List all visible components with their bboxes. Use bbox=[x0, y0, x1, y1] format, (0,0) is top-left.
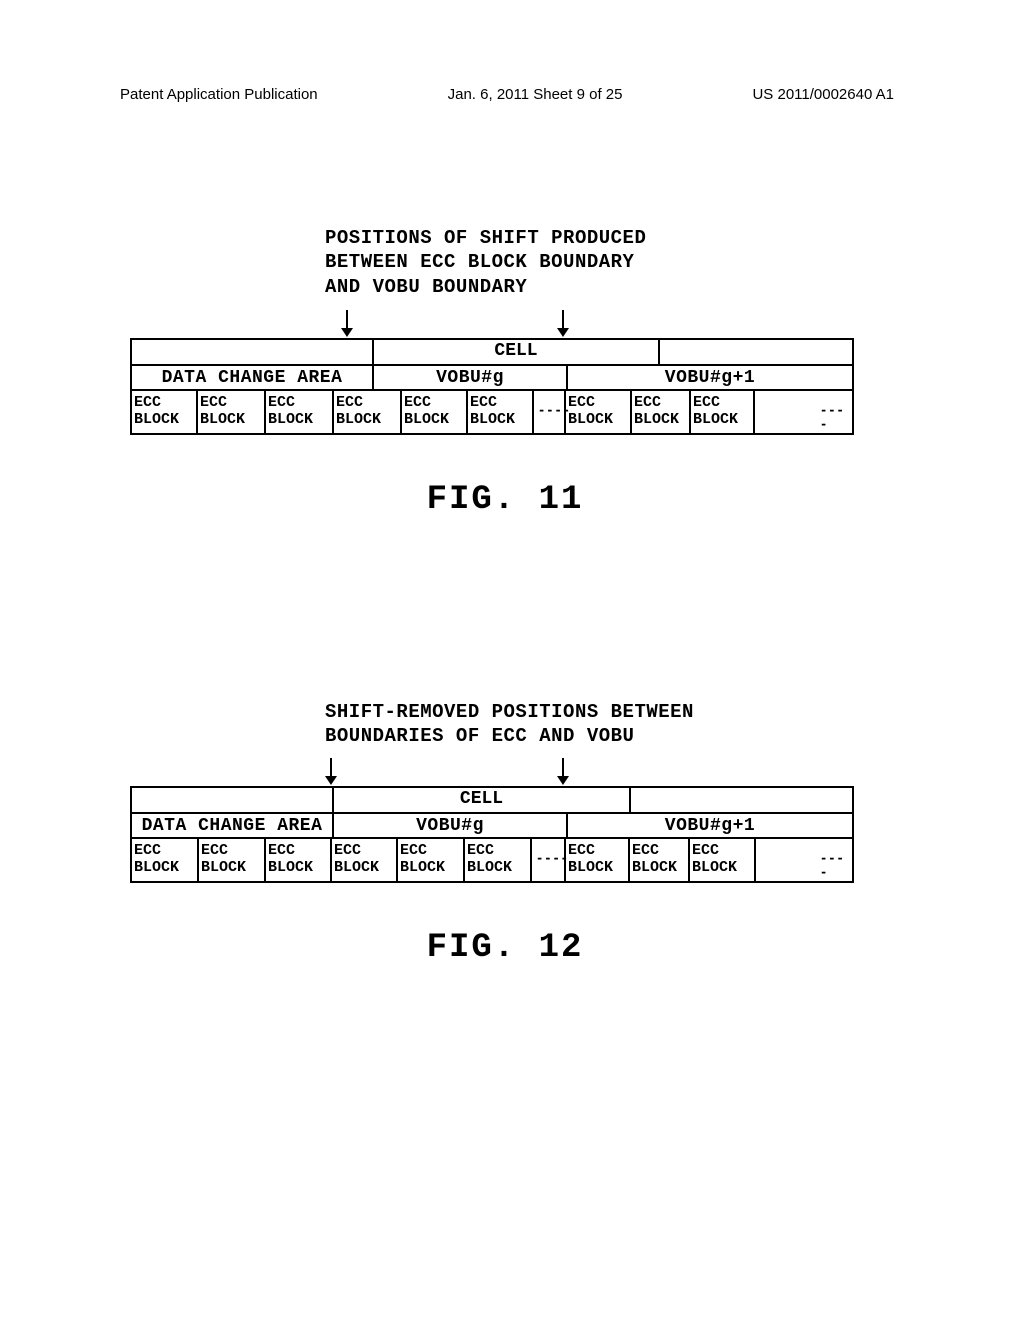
ecc-block: ECCBLOCK bbox=[632, 391, 691, 433]
arrow-icon bbox=[562, 758, 564, 778]
seg-vobu-g: VOBU#g bbox=[334, 812, 568, 837]
dots-icon: ---- bbox=[820, 851, 852, 879]
segment-row: DATA CHANGE AREA VOBU#g VOBU#g+1 bbox=[132, 812, 852, 837]
ecc-block: ECCBLOCK bbox=[690, 839, 756, 881]
seg-data-change-area: DATA CHANGE AREA bbox=[132, 364, 374, 389]
arrow-icon bbox=[346, 310, 348, 330]
figure-label: FIG. 11 bbox=[130, 481, 880, 519]
ecc-row: ECCBLOCK ECCBLOCK ECCBLOCK ECCBLOCK ECCB… bbox=[132, 837, 852, 881]
ecc-block: ECCBLOCK bbox=[468, 391, 534, 433]
ecc-block: ECCBLOCK bbox=[402, 391, 468, 433]
figure-label: FIG. 12 bbox=[130, 929, 880, 967]
segment-row: DATA CHANGE AREA VOBU#g VOBU#g+1 bbox=[132, 364, 852, 389]
cell-label: CELL bbox=[374, 340, 658, 364]
ecc-block: ECCBLOCK bbox=[332, 839, 398, 881]
ecc-block: ECCBLOCK bbox=[334, 391, 402, 433]
figure-12: SHIFT-REMOVED POSITIONS BETWEEN BOUNDARI… bbox=[130, 690, 880, 967]
blank-cell bbox=[629, 788, 852, 812]
fig12-table: CELL DATA CHANGE AREA VOBU#g VOBU#g+1 EC… bbox=[130, 786, 854, 883]
arrow-icon bbox=[330, 758, 332, 778]
fig12-arrow-row bbox=[130, 758, 880, 786]
ecc-block: ECCBLOCK bbox=[564, 391, 632, 433]
ecc-block: ECCBLOCK bbox=[266, 391, 334, 433]
blank-cell bbox=[132, 340, 374, 364]
ecc-block: ECCBLOCK bbox=[691, 391, 755, 433]
ecc-block: ECCBLOCK bbox=[132, 391, 198, 433]
cell-header-row: CELL bbox=[132, 788, 852, 812]
ecc-block: ECCBLOCK bbox=[398, 839, 465, 881]
figure-11: POSITIONS OF SHIFT PRODUCED BETWEEN ECC … bbox=[130, 230, 880, 519]
fig11-table: CELL DATA CHANGE AREA VOBU#g VOBU#g+1 EC… bbox=[130, 338, 854, 435]
ecc-block: ECCBLOCK bbox=[199, 839, 266, 881]
ecc-row: ECCBLOCK ECCBLOCK ECCBLOCK ECCBLOCK ECCB… bbox=[132, 389, 852, 433]
header-right: US 2011/0002640 A1 bbox=[752, 86, 894, 103]
seg-vobu-g: VOBU#g bbox=[374, 364, 568, 389]
blank-cell bbox=[658, 340, 852, 364]
page: Patent Application Publication Jan. 6, 2… bbox=[0, 0, 1024, 1320]
fig11-caption: POSITIONS OF SHIFT PRODUCED BETWEEN ECC … bbox=[325, 226, 646, 299]
fig11-arrow-row bbox=[130, 310, 880, 338]
page-header: Patent Application Publication Jan. 6, 2… bbox=[120, 86, 894, 103]
ecc-block: ECCBLOCK bbox=[132, 839, 199, 881]
cell-header-row: CELL bbox=[132, 340, 852, 364]
cell-label: CELL bbox=[334, 788, 629, 812]
dots-icon: ---- bbox=[820, 403, 852, 431]
ecc-block: ECCBLOCK bbox=[465, 839, 532, 881]
header-mid: Jan. 6, 2011 Sheet 9 of 25 bbox=[448, 86, 623, 103]
ecc-block: ECCBLOCK bbox=[266, 839, 332, 881]
ecc-block: ECCBLOCK bbox=[564, 839, 630, 881]
blank-cell bbox=[132, 788, 334, 812]
fig12-caption: SHIFT-REMOVED POSITIONS BETWEEN BOUNDARI… bbox=[325, 700, 694, 749]
seg-data-change-area: DATA CHANGE AREA bbox=[132, 812, 334, 837]
seg-vobu-g1: VOBU#g+1 bbox=[568, 812, 852, 837]
ecc-block: ECCBLOCK bbox=[630, 839, 690, 881]
arrow-icon bbox=[562, 310, 564, 330]
seg-vobu-g1: VOBU#g+1 bbox=[568, 364, 852, 389]
header-left: Patent Application Publication bbox=[120, 86, 318, 103]
ecc-block: ECCBLOCK bbox=[198, 391, 266, 433]
